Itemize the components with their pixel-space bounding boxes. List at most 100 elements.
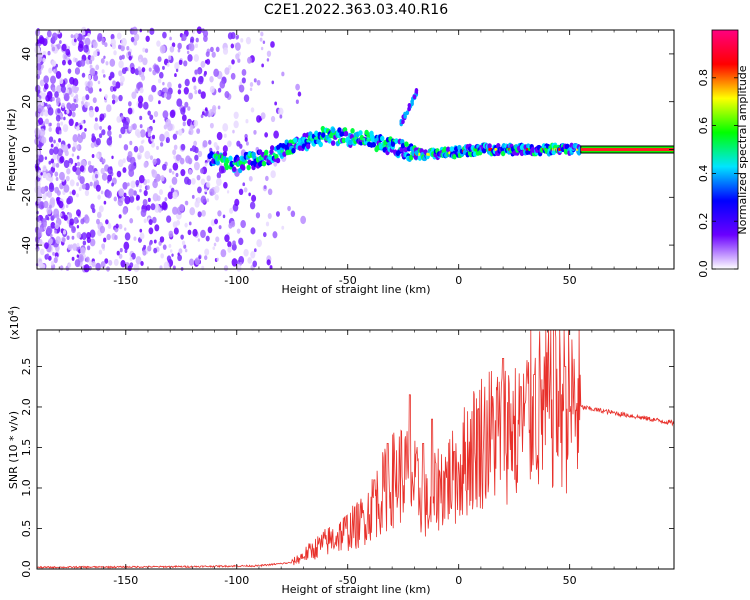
noise-blob: [147, 132, 151, 137]
noise-blob: [122, 120, 129, 130]
noise-blob: [110, 33, 115, 40]
y-tick-label: -20: [20, 188, 33, 206]
colorbar-tick-label: 0.0: [697, 260, 710, 278]
noise-blob: [209, 122, 214, 129]
noise-blob: [245, 141, 249, 146]
noise-blob: [181, 240, 186, 246]
noise-blob: [259, 37, 263, 42]
noise-blob: [108, 259, 113, 266]
noise-blob: [177, 42, 182, 50]
branch-blob: [410, 99, 414, 105]
noise-blob: [71, 153, 75, 157]
noise-blob: [233, 120, 239, 129]
noise-blob: [187, 106, 191, 111]
noise-blob: [95, 152, 100, 159]
noise-blob: [149, 27, 155, 36]
noise-blob: [111, 182, 114, 187]
noise-blob: [163, 124, 168, 130]
noise-blob: [133, 263, 140, 273]
noise-blob: [139, 129, 146, 138]
feature-blob: [500, 150, 506, 157]
noise-blob: [168, 243, 172, 248]
noise-blob: [118, 223, 123, 230]
noise-blob: [217, 105, 221, 110]
noise-blob: [78, 186, 82, 192]
noise-blob: [160, 142, 164, 147]
snr-x-label: Height of straight line (km): [281, 583, 430, 596]
noise-blob: [63, 214, 68, 221]
noise-blob: [107, 129, 112, 137]
noise-blob: [54, 186, 60, 194]
noise-blob: [67, 262, 72, 268]
noise-blob: [266, 58, 270, 62]
noise-blob: [81, 35, 85, 40]
noise-blob: [121, 37, 127, 47]
noise-blob: [160, 175, 165, 182]
noise-blob: [147, 245, 152, 252]
colorbar-tick-label: 0.4: [697, 165, 710, 183]
noise-blob: [76, 209, 81, 217]
noise-blob: [66, 235, 70, 240]
noise-blob: [112, 80, 117, 86]
noise-blob: [96, 218, 100, 225]
noise-blob: [146, 178, 150, 184]
noise-blob: [92, 41, 98, 49]
feature-blob: [449, 146, 454, 152]
noise-blob: [260, 46, 264, 51]
x-tick-label: 0: [455, 274, 462, 287]
feature-blob: [222, 151, 228, 157]
noise-blob: [248, 192, 251, 197]
noise-blob: [295, 83, 300, 91]
noise-blob: [239, 81, 243, 85]
noise-blob: [209, 85, 215, 94]
noise-blob: [121, 67, 127, 75]
noise-blob: [61, 102, 65, 109]
noise-blob: [271, 80, 275, 85]
noise-blob: [65, 175, 70, 182]
noise-blob: [103, 55, 106, 60]
noise-blob: [109, 58, 116, 67]
noise-blob: [245, 36, 252, 45]
noise-blob: [168, 168, 172, 173]
noise-blob: [184, 248, 188, 253]
noise-blob: [176, 98, 183, 107]
noise-blob: [120, 126, 126, 135]
noise-blob: [167, 191, 174, 200]
noise-blob: [50, 75, 56, 85]
noise-blob: [95, 184, 101, 192]
y-tick-label: 1.0: [20, 479, 33, 497]
noise-blob: [172, 206, 178, 215]
noise-blob: [172, 133, 178, 140]
noise-blob: [236, 228, 241, 234]
noise-blob: [145, 35, 150, 42]
noise-blob: [197, 69, 201, 75]
noise-blob: [264, 132, 269, 138]
noise-blob: [61, 43, 67, 52]
feature-blob: [318, 141, 323, 148]
noise-blob: [37, 117, 44, 125]
noise-blob: [98, 249, 103, 255]
noise-blob: [232, 129, 235, 134]
colorbar-frame: [711, 29, 739, 270]
noise-blob: [82, 30, 86, 36]
noise-blob: [113, 258, 119, 266]
noise-blob: [60, 121, 64, 126]
noise-blob: [77, 134, 84, 144]
noise-blob: [66, 102, 72, 110]
noise-blob: [173, 144, 178, 150]
noise-blob: [180, 169, 186, 177]
noise-blob: [159, 45, 166, 54]
noise-blob: [139, 28, 143, 33]
noise-blob: [233, 111, 239, 120]
noise-blob: [201, 28, 205, 34]
noise-blob: [151, 169, 158, 178]
noise-blob: [48, 160, 52, 165]
noise-blob: [223, 181, 228, 189]
noise-blob: [272, 231, 278, 239]
figure-title: C2E1.2022.363.03.40.R16: [264, 2, 448, 18]
noise-blob: [113, 50, 117, 56]
noise-blob: [63, 184, 70, 193]
noise-blob: [157, 78, 162, 84]
noise-blob: [85, 85, 89, 92]
noise-blob: [54, 229, 57, 234]
